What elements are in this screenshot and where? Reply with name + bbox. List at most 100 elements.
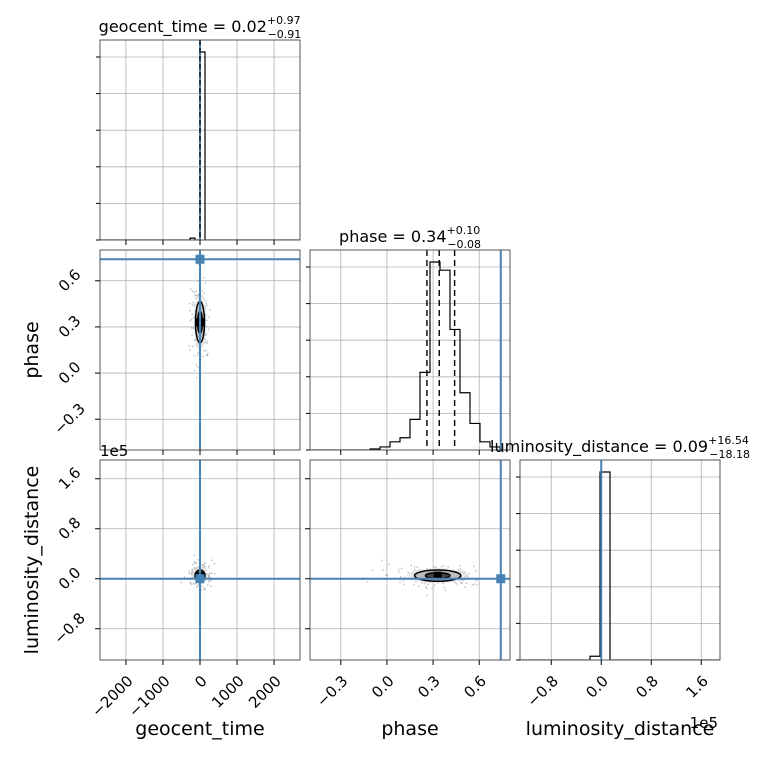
scatter-point bbox=[403, 583, 405, 586]
y-tick-label-phase: 0.0 bbox=[55, 358, 85, 388]
scatter-point bbox=[188, 572, 191, 575]
scatter-point bbox=[209, 585, 212, 587]
grid-2-2 bbox=[520, 460, 720, 660]
scatter-point bbox=[193, 562, 196, 564]
scatter-point bbox=[387, 563, 390, 566]
x-axis-label-luminosity_distance: luminosity_distance bbox=[526, 718, 715, 740]
scatter-point bbox=[213, 562, 216, 565]
y-tick-label-luminosity_distance: 0.8 bbox=[55, 514, 85, 544]
scatter-point bbox=[191, 345, 194, 348]
scatter-point bbox=[402, 579, 405, 582]
scatter-point bbox=[202, 586, 205, 589]
scatter-point bbox=[471, 583, 474, 586]
scatter-point bbox=[193, 369, 196, 372]
y-tick-label-luminosity_distance: 0.0 bbox=[55, 564, 85, 594]
scatter-point bbox=[206, 304, 208, 307]
title-luminosity_distance: luminosity_distance = 0.09+16.54 −18.18 bbox=[490, 434, 750, 461]
x-tick-label-luminosity_distance: 0.0 bbox=[582, 672, 612, 702]
histogram-geocent_time bbox=[100, 40, 300, 240]
x-tick-label-luminosity_distance: 1.6 bbox=[682, 672, 712, 702]
scatter-point bbox=[194, 297, 197, 299]
scatter-point bbox=[189, 288, 192, 291]
scatter-point bbox=[435, 566, 438, 569]
scatter-point bbox=[188, 345, 190, 347]
scatter-point bbox=[465, 582, 468, 585]
scatter-point bbox=[201, 563, 204, 566]
hist2d-phase_vs_geocent_time bbox=[100, 250, 300, 450]
scatter-point bbox=[204, 341, 207, 344]
scatter-point bbox=[196, 585, 199, 587]
title-upper: +16.54 bbox=[708, 434, 749, 447]
x-tick-label-luminosity_distance: −0.8 bbox=[524, 672, 562, 710]
scatter-point bbox=[440, 565, 443, 568]
scatter-point bbox=[415, 580, 417, 583]
scatter-point bbox=[183, 576, 186, 578]
scatter-point bbox=[189, 319, 192, 322]
scatter-point bbox=[191, 313, 194, 316]
density-peak bbox=[433, 571, 442, 580]
scatter-point bbox=[424, 582, 426, 585]
grid-2-1 bbox=[310, 460, 510, 660]
x-tick-label-geocent_time: −1000 bbox=[125, 672, 174, 721]
scatter-point bbox=[189, 309, 192, 312]
scatter-point bbox=[425, 587, 428, 590]
scatter-point bbox=[211, 559, 213, 562]
scatter-point bbox=[193, 355, 196, 357]
scatter-point bbox=[462, 579, 465, 582]
scatter-point bbox=[193, 554, 196, 557]
hist2d-luminosity_distance_vs_geocent_time bbox=[100, 460, 300, 660]
scatter-point bbox=[433, 584, 436, 587]
truth-marker bbox=[195, 574, 205, 584]
scatter-point bbox=[208, 579, 211, 582]
x-axis-label-phase: phase bbox=[381, 718, 438, 740]
scatter-point bbox=[192, 582, 195, 585]
y-offset-text: 1e5 bbox=[100, 442, 128, 460]
x-tick-label-phase: −0.3 bbox=[313, 672, 351, 710]
scatter-point bbox=[443, 586, 446, 589]
scatter-point bbox=[197, 558, 199, 561]
scatter-point bbox=[208, 316, 210, 319]
x-tick-label-phase: 0.6 bbox=[460, 672, 490, 702]
panel-frame-1-1 bbox=[309, 249, 511, 451]
scatter-point bbox=[417, 585, 420, 588]
x-offset-text: 1e5 bbox=[690, 714, 718, 732]
scatter-point bbox=[385, 574, 387, 577]
scatter-point bbox=[447, 565, 450, 568]
scatter-point bbox=[191, 569, 194, 572]
scatter-point bbox=[204, 565, 206, 568]
scatter-point bbox=[203, 567, 206, 570]
scatter-point bbox=[191, 334, 193, 337]
scatter-point bbox=[203, 562, 206, 565]
scatter-point bbox=[204, 282, 207, 284]
scatter-point bbox=[407, 571, 410, 574]
scatter-point bbox=[197, 366, 200, 369]
scatter-point bbox=[416, 566, 418, 569]
scatter-point bbox=[397, 568, 400, 571]
scatter-point bbox=[205, 302, 208, 305]
scatter-point bbox=[202, 276, 205, 279]
scatter-point bbox=[200, 588, 203, 591]
scatter-point bbox=[211, 572, 213, 575]
scatter-point bbox=[410, 564, 413, 567]
scatter-point bbox=[427, 583, 430, 586]
scatter-point bbox=[191, 303, 194, 306]
scatter-point bbox=[194, 567, 197, 570]
scatter-point bbox=[205, 333, 208, 336]
y-axis-label-luminosity_distance: luminosity_distance bbox=[21, 466, 43, 655]
y-tick-label-luminosity_distance: −0.8 bbox=[50, 609, 88, 647]
scatter-point bbox=[194, 583, 197, 585]
scatter-point bbox=[202, 355, 205, 358]
scatter-point bbox=[206, 573, 209, 576]
scatter-point bbox=[192, 301, 195, 304]
scatter-point bbox=[454, 581, 457, 584]
panel-frame-2-1 bbox=[309, 459, 511, 661]
scatter-point bbox=[455, 582, 458, 585]
title-prefix: geocent_time = 0.02 bbox=[99, 17, 267, 37]
scatter-point bbox=[397, 571, 400, 573]
x-tick-label-phase: 0.0 bbox=[368, 672, 398, 702]
scatter-point bbox=[208, 576, 211, 579]
scatter-point bbox=[204, 299, 207, 302]
scatter-point bbox=[191, 563, 194, 566]
scatter-point bbox=[201, 566, 204, 569]
